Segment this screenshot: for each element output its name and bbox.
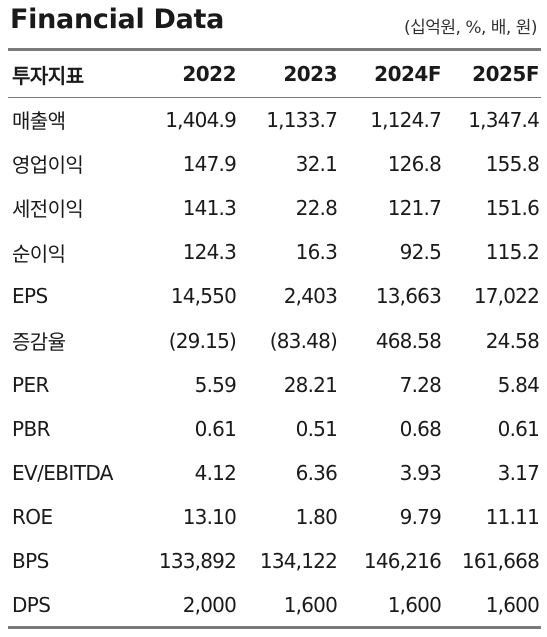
- table-row-pretax-profit: 세전이익 141.3 22.8 121.7 151.6: [8, 186, 541, 230]
- cell-value: 5.84: [497, 372, 540, 397]
- table-row-ev-ebitda: EV/EBITDA 4.12 6.36 3.93 3.17: [8, 451, 541, 495]
- table-row-operating-profit: 영업이익 147.9 32.1 126.8 155.8: [8, 142, 541, 186]
- cell-value: 121.7: [387, 195, 442, 220]
- header-row: 투자지표 2022 2023 2024F 2025F: [8, 49, 541, 98]
- row-label: 순이익: [12, 241, 66, 266]
- row-label: 증감율: [12, 330, 66, 355]
- cell-value: 115.2: [485, 240, 540, 265]
- row-label: EPS: [12, 284, 48, 309]
- cell-value: 1,124.7: [370, 107, 442, 132]
- cell-value: 13.10: [182, 505, 237, 530]
- cell-value: 7.28: [399, 372, 442, 397]
- panel-title: Financial Data: [10, 4, 225, 35]
- table-body: 매출액 1,404.9 1,133.7 1,124.7 1,347.4 영업이익 147.9…: [8, 98, 541, 628]
- table-row-eps: EPS 14,550 2,403 13,663 17,022: [8, 274, 541, 318]
- cell-value: 14,550: [170, 284, 237, 309]
- cell-value: 1,600: [283, 592, 338, 617]
- cell-value: 13,663: [375, 284, 442, 309]
- cell-value: 151.6: [485, 195, 540, 220]
- cell-value: 1,347.4: [468, 107, 540, 132]
- header-2025f: 2025F: [472, 62, 539, 86]
- cell-value: 2,403: [283, 284, 338, 309]
- cell-value: 5.59: [194, 372, 237, 397]
- table-row-revenue: 매출액 1,404.9 1,133.7 1,124.7 1,347.4: [8, 98, 541, 142]
- unit-note: (십억원, %, 배, 원): [403, 18, 538, 38]
- header-indicator: 투자지표: [12, 63, 84, 88]
- cell-value: 22.8: [295, 195, 338, 220]
- cell-value: 134,122: [259, 549, 338, 574]
- cell-value: 126.8: [387, 151, 442, 176]
- table-row-roe: ROE 13.10 1.80 9.79 11.11: [8, 495, 541, 539]
- cell-value: 0.51: [295, 416, 338, 441]
- cell-value: 1,600: [485, 592, 540, 617]
- header-2024f: 2024F: [374, 62, 441, 86]
- cell-value: 24.58: [485, 328, 540, 353]
- row-label: 매출액: [12, 109, 66, 134]
- cell-value: 2,000: [182, 592, 237, 617]
- cell-value: 1,133.7: [266, 107, 338, 132]
- row-label: PER: [12, 372, 49, 397]
- row-label: PBR: [12, 416, 50, 441]
- table-row-growth-rate: 증감율 (29.15) (83.48) 468.58 24.58: [8, 318, 541, 362]
- cell-value: 16.3: [295, 240, 338, 265]
- cell-value: 0.68: [399, 416, 442, 441]
- financial-table: 투자지표 2022 2023 2024F 2025F 매출액 1,404.9 1,1…: [8, 48, 541, 629]
- header-2023: 2023: [283, 62, 337, 86]
- table-row-bps: BPS 133,892 134,122 146,216 161,668: [8, 539, 541, 583]
- table-row-per: PER 5.59 28.21 7.28 5.84: [8, 363, 541, 407]
- cell-value: 32.1: [295, 151, 338, 176]
- cell-value: 147.9: [182, 151, 237, 176]
- cell-value: 4.12: [194, 461, 237, 486]
- cell-value: (83.48): [269, 328, 338, 353]
- cell-value: (29.15): [168, 328, 237, 353]
- cell-value: 146,216: [363, 549, 442, 574]
- cell-value: 124.3: [182, 240, 237, 265]
- cell-value: 3.93: [399, 461, 442, 486]
- cell-value: 161,668: [461, 549, 540, 574]
- table-row-pbr: PBR 0.61 0.51 0.68 0.61: [8, 407, 541, 451]
- header-2022: 2022: [182, 62, 236, 86]
- cell-value: 141.3: [182, 195, 237, 220]
- cell-value: 1,404.9: [165, 107, 237, 132]
- cell-value: 28.21: [283, 372, 338, 397]
- table-header: 투자지표 2022 2023 2024F 2025F: [8, 49, 541, 98]
- table-row-dps: DPS 2,000 1,600 1,600 1,600: [8, 584, 541, 628]
- cell-value: 9.79: [399, 505, 442, 530]
- cell-value: 468.58: [375, 328, 442, 353]
- row-label: EV/EBITDA: [12, 461, 113, 486]
- cell-value: 1.80: [295, 505, 338, 530]
- cell-value: 92.5: [399, 240, 442, 265]
- table-row-net-profit: 순이익 124.3 16.3 92.5 115.2: [8, 230, 541, 274]
- cell-value: 1,600: [387, 592, 442, 617]
- title-bar: Financial Data (십억원, %, 배, 원): [0, 0, 547, 44]
- row-label: 세전이익: [12, 197, 84, 222]
- cell-value: 155.8: [485, 151, 540, 176]
- cell-value: 0.61: [497, 416, 540, 441]
- row-label: 영업이익: [12, 153, 84, 178]
- cell-value: 133,892: [158, 549, 237, 574]
- cell-value: 0.61: [194, 416, 237, 441]
- cell-value: 17,022: [473, 284, 540, 309]
- cell-value: 6.36: [295, 461, 338, 486]
- row-label: DPS: [12, 592, 51, 617]
- cell-value: 3.17: [497, 461, 540, 486]
- row-label: BPS: [12, 549, 49, 574]
- cell-value: 11.11: [485, 505, 540, 530]
- row-label: ROE: [12, 505, 53, 530]
